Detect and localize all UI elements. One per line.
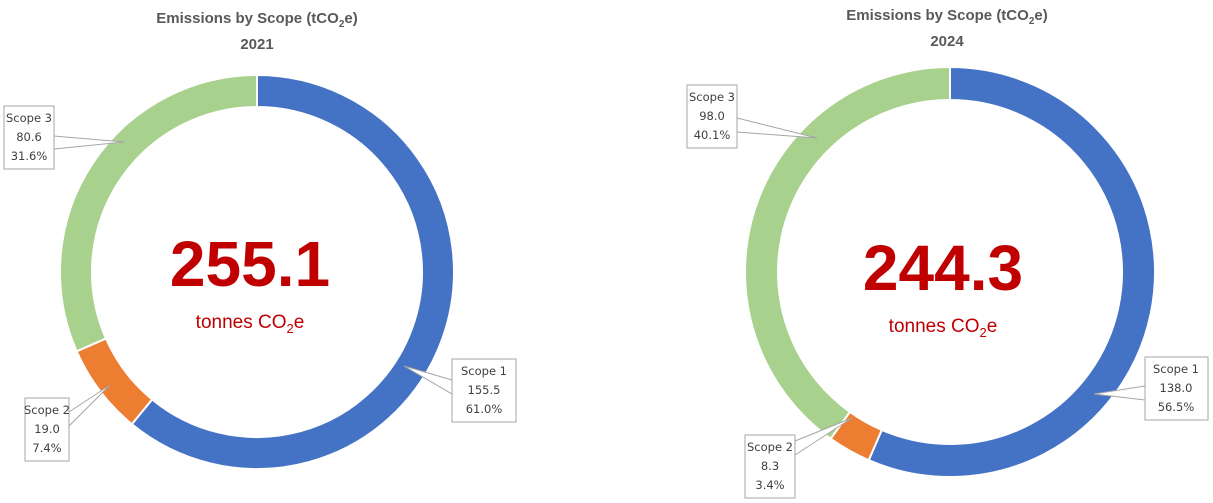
data-label-scope-2: Scope 2 8.3 3.4% [744,417,853,499]
slice-percent: 40.1% [694,128,731,142]
data-label-scope-3: Scope 3 98.0 40.1% [686,84,818,149]
slice-value: 80.6 [16,130,42,144]
slice-percent: 31.6% [11,149,48,163]
slice-scope-1 [867,65,1157,478]
slice-label: Scope 3 [6,111,52,125]
slice-value: 8.3 [761,459,779,473]
center-total: 244.3 [863,232,1023,304]
slice-label: Scope 3 [689,90,735,104]
slice-label: Scope 1 [1153,362,1199,376]
data-label-scope-2: Scope 2 19.0 7.4% [24,384,111,462]
slice-label: Scope 2 [747,440,793,454]
slice-scope-3 [59,73,258,353]
chart-title: Emissions by Scope (tCO2e) [846,7,1047,27]
slice-percent: 61.0% [466,402,503,416]
slice-scope-2 [75,337,154,426]
data-label-scope-1: Scope 1 138.0 56.5% [1093,356,1209,421]
chart-year: 2024 [930,33,964,50]
slice-label: Scope 1 [461,364,507,378]
chart-2024: Emissions by Scope (tCO2e) 2024 244.3 to… [686,7,1209,499]
chart-year: 2021 [240,36,273,53]
slice-value: 138.0 [1160,381,1193,395]
slice-scope-3 [744,65,951,441]
data-label-scope-1: Scope 1 155.5 61.0% [403,358,517,423]
slice-value: 19.0 [34,422,60,436]
chart-2021: Emissions by Scope (tCO2e) 2021 255.1 to… [3,10,517,470]
slice-percent: 56.5% [1158,400,1195,414]
data-label-scope-3: Scope 3 80.6 31.6% [3,105,125,170]
center-total: 255.1 [170,228,330,300]
slice-value: 98.0 [699,109,725,123]
slice-scope-1 [130,73,455,470]
slice-percent: 3.4% [755,478,784,492]
slice-percent: 7.4% [32,441,61,455]
donut-ring [59,73,455,470]
slice-label: Scope 2 [24,403,70,417]
chart-title: Emissions by Scope (tCO2e) [156,10,357,30]
slice-value: 155.5 [468,383,501,397]
center-unit: tonnes CO2e [889,316,998,340]
center-unit: tonnes CO2e [196,312,305,336]
